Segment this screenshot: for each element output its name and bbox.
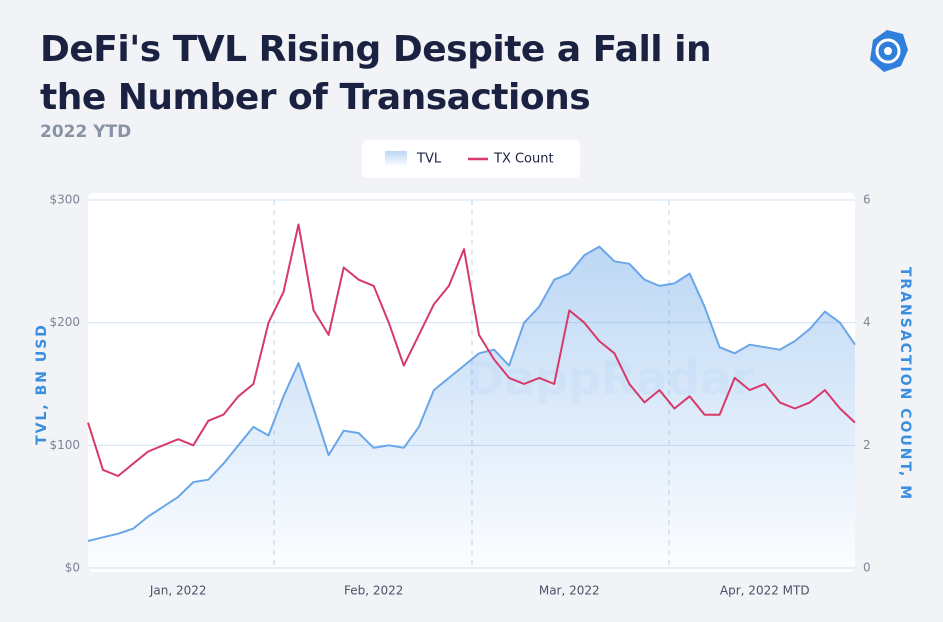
legend-label: TX Count xyxy=(493,152,554,167)
x-tick-label: Jan, 2022 xyxy=(149,584,207,598)
line xyxy=(87,223,856,477)
y-tick-label: $100 xyxy=(49,438,80,452)
y2-tick-label: 4 xyxy=(863,315,871,329)
y2-tick-label: 0 xyxy=(863,561,871,575)
y-tick-label: $300 xyxy=(49,193,80,207)
x-tick-label: Apr, 2022 MTD xyxy=(720,584,810,598)
x-tick-label: Mar, 2022 xyxy=(539,584,600,598)
x-tick-label: Feb, 2022 xyxy=(344,584,403,598)
legend-label: TVL xyxy=(416,152,442,167)
chart-title: DeFi's TVL Rising Despite a Fall in the … xyxy=(40,29,712,118)
y2-tick-label: 2 xyxy=(863,438,871,452)
logo xyxy=(870,30,908,72)
legend-swatch xyxy=(385,151,407,166)
chart-subtitle: 2022 YTD xyxy=(40,122,132,142)
y-tick-label: $200 xyxy=(49,315,80,329)
y2-tick-label: 6 xyxy=(863,193,871,207)
y-tick-label: $0 xyxy=(65,561,80,575)
y2-axis-label: TRANSACTION COUNT, M xyxy=(897,267,913,501)
line xyxy=(87,245,856,542)
area xyxy=(88,246,855,568)
y-axis-label: TVL, BN USD xyxy=(34,323,50,445)
